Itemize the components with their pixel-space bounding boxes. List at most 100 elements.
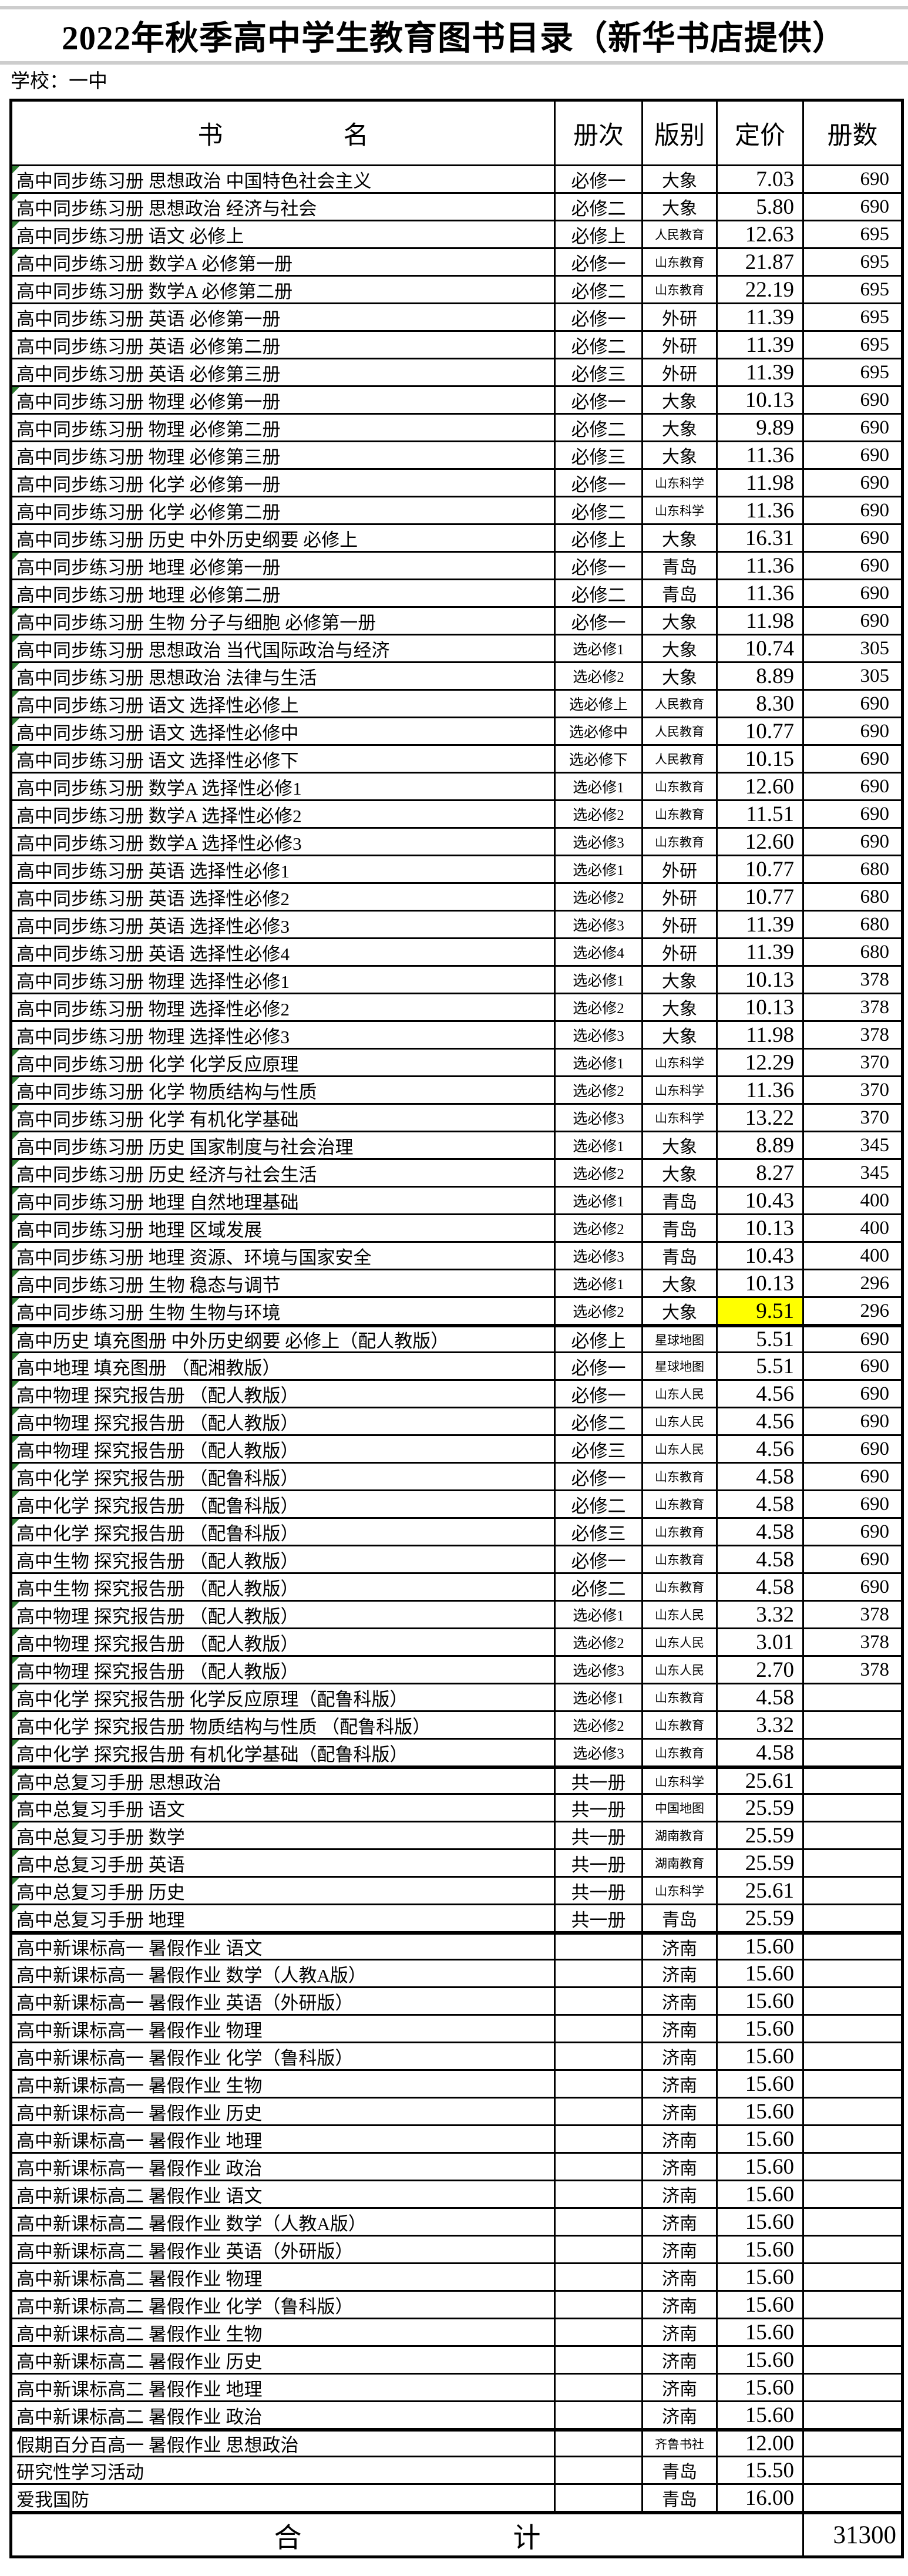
count-cell: 690 bbox=[860, 803, 890, 825]
volume-cell: 必修二 bbox=[556, 332, 643, 358]
cell-corner-marker-icon bbox=[12, 1327, 19, 1334]
count-cell: 690 bbox=[860, 168, 890, 190]
count-cell bbox=[804, 2402, 901, 2428]
publisher-cell: 济南 bbox=[643, 2209, 718, 2235]
volume-cell bbox=[556, 2181, 643, 2207]
volume-cell bbox=[556, 2347, 643, 2373]
volume-cell: 必修二 bbox=[556, 194, 643, 220]
cell-corner-marker-icon bbox=[12, 221, 19, 228]
book-name-cell: 高中物理 探究报告册 （配人教版） bbox=[12, 1381, 556, 1407]
catalog-table: 书 名 册次 版别 定价 册数 高中同步练习册 思想政治 中国特色社会主义 必修一… bbox=[9, 99, 904, 2558]
price-cell: 9.51 bbox=[718, 1298, 804, 1324]
count-cell: 378 bbox=[860, 1631, 890, 1653]
count-cell: 680 bbox=[860, 858, 890, 880]
volume-cell: 选必修2 bbox=[556, 1160, 643, 1186]
volume-cell: 选必修3 bbox=[556, 1657, 643, 1683]
table-row: 高中新课标高一 暑假作业 历史 济南 15.60 bbox=[12, 2099, 901, 2126]
publisher-cell: 山东教育 bbox=[643, 1684, 718, 1710]
price-cell: 8.89 bbox=[718, 663, 804, 689]
table-row: 高中总复习手册 思想政治 共一册 山东科学 25.61 bbox=[12, 1767, 901, 1795]
price-cell: 10.13 bbox=[718, 967, 804, 993]
volume-cell: 必修二 bbox=[556, 580, 643, 606]
book-name-cell: 高中新课标高二 暑假作业 英语（外研版） bbox=[12, 2237, 556, 2262]
table-row: 高中同步练习册 语文 选择性必修下 选必修下 人民教育 10.15 690 bbox=[12, 746, 901, 774]
price-cell: 25.61 bbox=[718, 1769, 804, 1793]
volume-cell: 选必修2 bbox=[556, 1215, 643, 1241]
volume-cell bbox=[556, 2432, 643, 2456]
count-cell: 345 bbox=[860, 1162, 890, 1183]
volume-cell: 必修上 bbox=[556, 1327, 643, 1351]
count-cell: 296 bbox=[860, 1272, 890, 1294]
book-name-cell: 高中同步练习册 化学 必修第一册 bbox=[12, 470, 556, 496]
price-cell: 15.60 bbox=[718, 2181, 804, 2207]
cell-corner-marker-icon bbox=[12, 1408, 19, 1415]
volume-cell bbox=[556, 2209, 643, 2235]
count-cell bbox=[804, 1878, 901, 1904]
publisher-cell: 大象 bbox=[643, 387, 718, 413]
price-cell: 15.60 bbox=[718, 2347, 804, 2373]
count-cell bbox=[804, 1960, 901, 1986]
count-cell bbox=[804, 2016, 901, 2042]
table-row: 高中新课标高一 暑假作业 政治 济南 15.60 bbox=[12, 2154, 901, 2181]
publisher-cell: 济南 bbox=[643, 1988, 718, 2014]
book-name-cell: 高中新课标高一 暑假作业 数学（人教A版） bbox=[12, 1960, 556, 1986]
cell-corner-marker-icon bbox=[12, 1629, 19, 1636]
volume-cell: 选必修2 bbox=[556, 994, 643, 1020]
volume-cell: 必修一 bbox=[556, 470, 643, 496]
volume-cell: 选必修1 bbox=[556, 856, 643, 882]
price-cell: 15.60 bbox=[718, 2016, 804, 2042]
volume-cell bbox=[556, 2126, 643, 2152]
publisher-cell: 山东教育 bbox=[643, 1464, 718, 1489]
volume-cell: 必修三 bbox=[556, 442, 643, 468]
table-row: 高中新课标高二 暑假作业 历史 济南 15.60 bbox=[12, 2347, 901, 2375]
publisher-cell: 济南 bbox=[643, 2016, 718, 2042]
publisher-cell: 山东科学 bbox=[643, 1769, 718, 1793]
book-name-cell: 高中总复习手册 历史 bbox=[12, 1878, 556, 1904]
volume-cell bbox=[556, 2292, 643, 2318]
cell-corner-marker-icon bbox=[12, 387, 19, 394]
count-cell: 690 bbox=[860, 720, 890, 742]
book-name-cell: 高中同步练习册 历史 中外历史纲要 必修上 bbox=[12, 525, 556, 551]
publisher-cell: 济南 bbox=[643, 2154, 718, 2180]
count-cell: 695 bbox=[860, 223, 890, 245]
count-cell: 690 bbox=[860, 1576, 890, 1598]
table-row: 高中新课标高一 暑假作业 生物 济南 15.60 bbox=[12, 2071, 901, 2099]
cell-corner-marker-icon bbox=[12, 1243, 19, 1250]
cell-corner-marker-icon bbox=[12, 608, 19, 615]
cell-corner-marker-icon bbox=[12, 553, 19, 560]
total-label-char-right: 计 bbox=[513, 2523, 541, 2554]
volume-cell bbox=[556, 2071, 643, 2097]
price-cell: 11.36 bbox=[718, 442, 804, 468]
count-cell bbox=[804, 2292, 901, 2318]
count-cell bbox=[804, 1935, 901, 1959]
price-cell: 10.13 bbox=[718, 1270, 804, 1296]
book-name-cell: 高中新课标高一 暑假作业 生物 bbox=[12, 2071, 556, 2097]
table-row: 假期百分百高一 暑假作业 思想政治 齐鲁书社 12.00 bbox=[12, 2430, 901, 2457]
book-name-cell: 高中同步练习册 思想政治 经济与社会 bbox=[12, 194, 556, 220]
book-name-cell: 高中同步练习册 物理 必修第一册 bbox=[12, 387, 556, 413]
price-cell: 4.58 bbox=[718, 1740, 804, 1765]
cell-corner-marker-icon bbox=[12, 1491, 19, 1498]
publisher-cell: 青岛 bbox=[643, 2485, 718, 2511]
price-cell: 10.15 bbox=[718, 746, 804, 772]
price-cell: 15.50 bbox=[718, 2457, 804, 2483]
publisher-cell: 济南 bbox=[643, 2375, 718, 2400]
count-cell: 695 bbox=[860, 334, 890, 355]
volume-cell bbox=[556, 2264, 643, 2290]
table-row: 高中化学 探究报告册 化学反应原理（配鲁科版） 选必修1 山东教育 4.58 bbox=[12, 1684, 901, 1712]
table-row: 高中同步练习册 历史 经济与社会生活 选必修2 大象 8.27 345 bbox=[12, 1160, 901, 1188]
book-name-cell: 高中生物 探究报告册 （配人教版） bbox=[12, 1574, 556, 1600]
price-cell: 11.98 bbox=[718, 1022, 804, 1048]
count-cell: 400 bbox=[860, 1217, 890, 1239]
table-row: 高中总复习手册 语文 共一册 中国地图 25.59 bbox=[12, 1795, 901, 1822]
cell-corner-marker-icon bbox=[12, 1795, 19, 1802]
publisher-cell: 外研 bbox=[643, 304, 718, 330]
table-row: 高中新课标高一 暑假作业 化学（鲁科版） 济南 15.60 bbox=[12, 2043, 901, 2071]
volume-cell: 必修一 bbox=[556, 1546, 643, 1572]
book-name-cell: 高中同步练习册 生物 稳态与调节 bbox=[12, 1270, 556, 1296]
count-cell: 305 bbox=[860, 665, 890, 687]
table-row: 高中同步练习册 数学A 选择性必修1 选必修1 山东教育 12.60 690 bbox=[12, 774, 901, 801]
volume-cell bbox=[556, 2043, 643, 2069]
price-cell: 16.31 bbox=[718, 525, 804, 551]
price-cell: 9.89 bbox=[718, 415, 804, 440]
